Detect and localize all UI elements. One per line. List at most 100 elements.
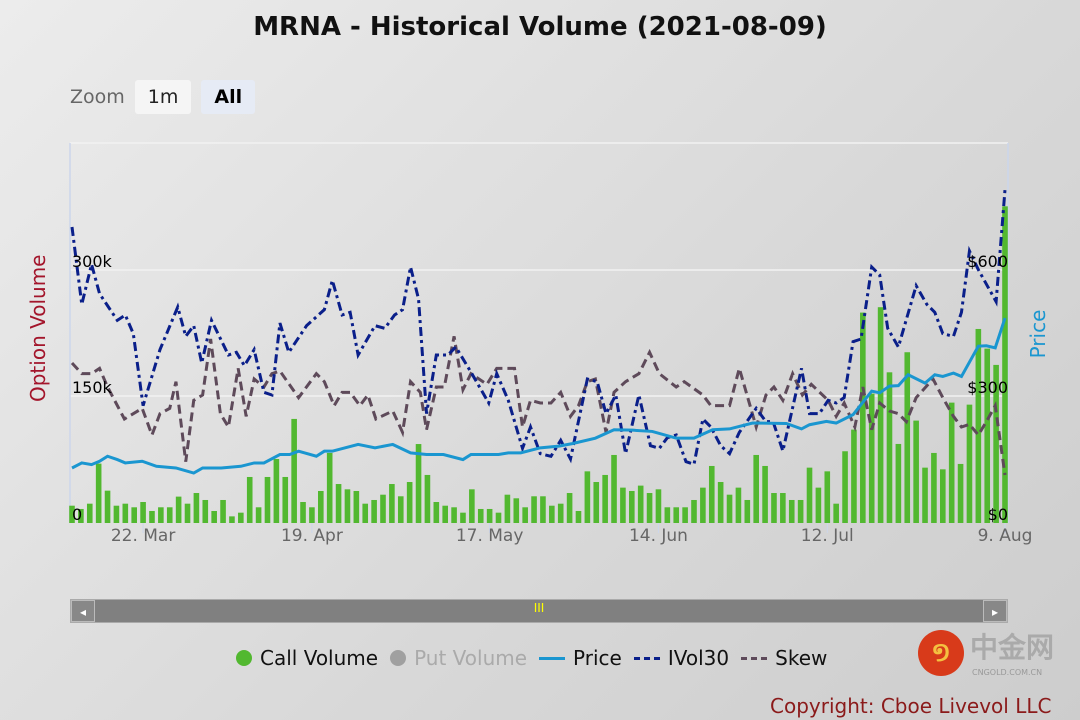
call-volume-bar: [246, 476, 253, 523]
line-icon: [539, 656, 566, 660]
call-volume-bar: [602, 474, 608, 523]
call-volume-bar: [344, 489, 351, 523]
watermark-logo: ១ 中金网 CNGOLD.COM.CN: [918, 630, 1068, 688]
legend-skew[interactable]: Skew: [741, 646, 827, 670]
call-volume-bar: [309, 507, 315, 523]
call-volume-bar: [584, 471, 591, 523]
legend-label: Skew: [775, 646, 828, 670]
x-tick-label: 12. Jul: [801, 526, 854, 546]
call-volume-bar: [984, 348, 991, 523]
call-volume-bar: [300, 502, 306, 523]
legend-label: Call Volume: [260, 646, 379, 670]
call-volume-bar: [717, 482, 724, 523]
x-tick-label: 17. May: [456, 526, 524, 546]
call-volume-bar: [469, 489, 475, 523]
call-volume-bar: [877, 307, 884, 523]
legend-call-volume[interactable]: Call Volume: [236, 646, 378, 670]
call-volume-bar: [442, 505, 448, 523]
call-volume-bar: [940, 469, 946, 523]
call-volume-bar: [211, 510, 217, 523]
call-volume-bar: [762, 465, 768, 523]
call-volume-bar: [620, 487, 626, 523]
legend-price[interactable]: Price: [539, 646, 622, 670]
call-volume-bar: [415, 444, 422, 523]
skew-line: [70, 336, 1007, 476]
call-volume-bar: [380, 494, 386, 523]
call-volume-bar: [993, 364, 999, 523]
zoom-label: Zoom: [70, 86, 125, 108]
call-volume-bar: [113, 505, 120, 523]
call-volume-bar: [549, 505, 555, 523]
call-volume-bar: [477, 508, 484, 523]
call-volume-bar: [931, 452, 937, 523]
call-volume-bar: [531, 496, 537, 523]
y-tick-label: 0: [72, 505, 82, 524]
copyright: Copyright: Cboe Livevol LLC: [770, 694, 1052, 718]
call-volume-bar: [948, 402, 955, 523]
ivol30-line: [70, 189, 1007, 467]
call-volume-bar: [95, 463, 102, 523]
call-volume-bar: [264, 476, 271, 523]
legend-label: Put Volume: [414, 646, 528, 670]
call-volume-bar: [504, 494, 511, 523]
call-volume-bar: [522, 507, 528, 523]
call-volume-bar: [291, 418, 297, 523]
call-volume-bar: [771, 493, 777, 523]
call-volume-bar: [575, 510, 582, 523]
legend: Call Volume Put Volume Price IVol30 Skew: [236, 646, 827, 670]
chart-title: MRNA - Historical Volume (2021-08-09): [253, 12, 827, 42]
call-volume-bar: [913, 420, 919, 523]
legend-put-volume[interactable]: Put Volume: [390, 646, 527, 670]
call-volume-bar: [682, 507, 688, 523]
x-tick-label: 14. Jun: [629, 526, 688, 546]
call-volume-bar: [406, 482, 413, 523]
legend-label: Price: [573, 646, 622, 670]
call-volume-bar: [397, 496, 404, 523]
call-volume-bar: [193, 493, 200, 523]
call-volume-bar: [255, 507, 262, 523]
call-volume-bar: [486, 508, 493, 523]
call-volume-bar: [806, 467, 813, 523]
call-volume-bar: [824, 471, 831, 523]
x-tick-label: 19. Apr: [281, 526, 343, 546]
call-volume-bar: [220, 499, 226, 523]
y-tick-label: 300k: [72, 252, 113, 271]
call-volume-bar: [1002, 206, 1008, 523]
call-volume-bar: [175, 496, 182, 523]
zoom-all-button[interactable]: All: [201, 80, 256, 114]
call-volume-bar: [895, 443, 902, 523]
scrollbar-grip[interactable]: III: [533, 601, 545, 615]
scroll-right-button[interactable]: ▸: [983, 600, 1007, 622]
call-volume-bar: [318, 490, 324, 523]
navigator-scrollbar[interactable]: ◂ III ▸: [70, 599, 1008, 623]
call-volume-bar: [158, 507, 164, 523]
call-volume-bar: [557, 503, 564, 523]
call-volume-bar: [726, 494, 733, 523]
call-volume-bar: [282, 476, 289, 523]
call-volume-bar: [389, 484, 395, 523]
call-volume-bar: [166, 507, 173, 523]
scroll-left-button[interactable]: ◂: [71, 600, 95, 622]
y2-tick-label: $0: [988, 505, 1008, 524]
chart-plot: 300k 150k 0 $600 $300 $0 22. Mar 19. Apr 1…: [69, 142, 1032, 546]
legend-ivol30[interactable]: IVol30: [633, 646, 729, 670]
call-volume-bar: [815, 487, 822, 523]
dash-dot-line-icon: [633, 656, 660, 660]
y2-tick-label: $300: [967, 378, 1008, 397]
call-volume-bar: [326, 452, 333, 523]
call-volume-bar: [140, 502, 146, 523]
dash-line-icon: [741, 656, 768, 660]
zoom-1m-button[interactable]: 1m: [134, 80, 192, 114]
call-volume-bar: [957, 463, 964, 523]
call-volume-bar: [842, 451, 848, 523]
call-volume-bar: [664, 507, 671, 523]
call-volume-bar: [371, 499, 377, 523]
call-volume-bar: [513, 498, 520, 523]
call-volume-bar: [353, 490, 360, 523]
call-volume-bar: [886, 372, 893, 523]
call-volume-bar: [238, 512, 244, 523]
call-volume-bar: [700, 487, 706, 523]
call-volume-bar: [637, 485, 644, 523]
call-volume-bar: [122, 503, 129, 523]
call-volume-bar: [593, 482, 600, 523]
